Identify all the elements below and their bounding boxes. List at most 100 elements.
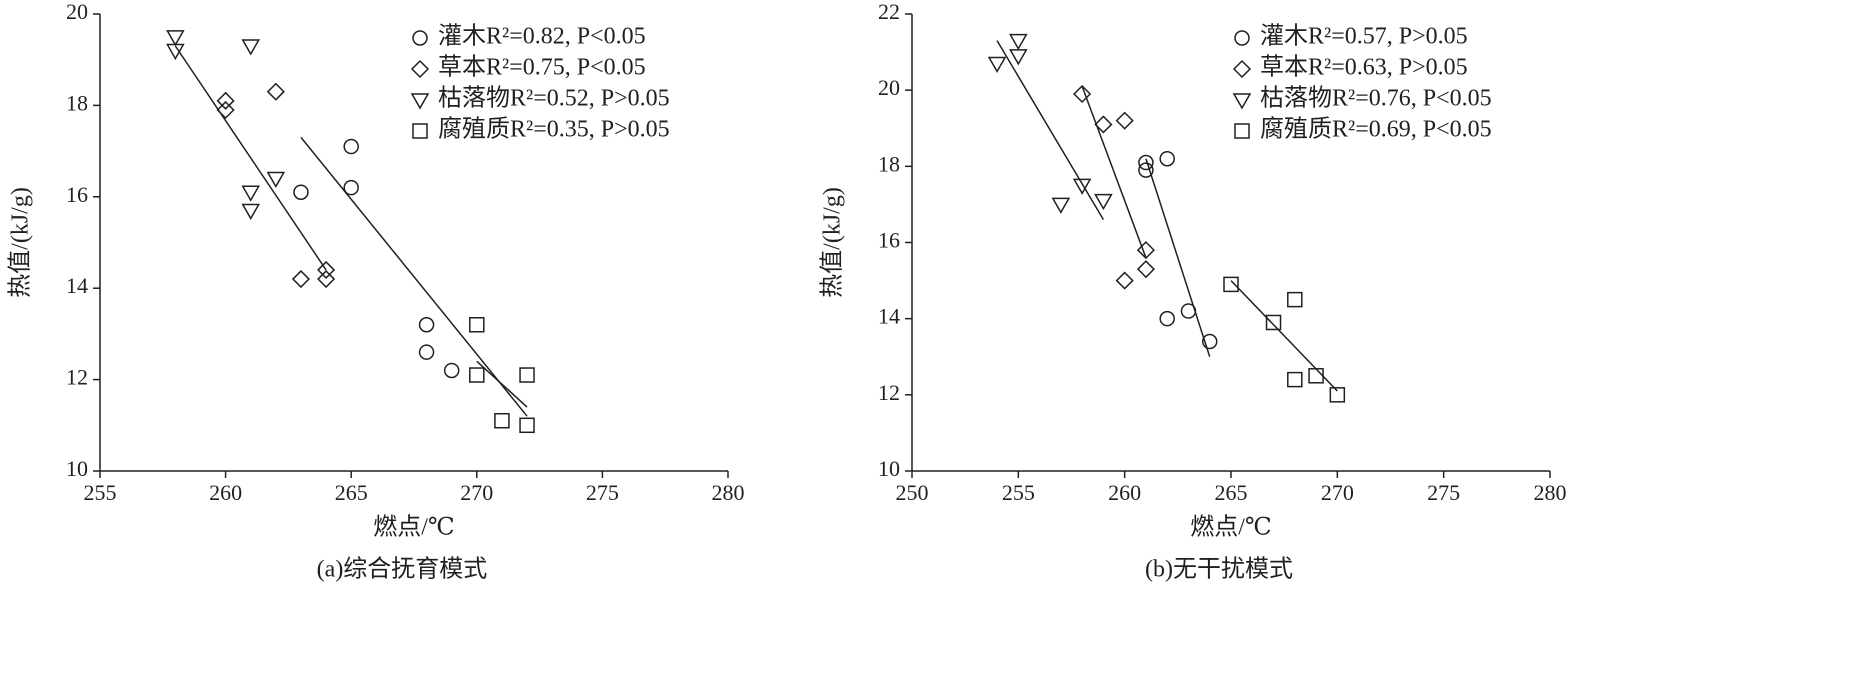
legend-label: 灌木R²=0.57, P>0.05 xyxy=(1260,23,1468,50)
x-tick-label: 255 xyxy=(1002,480,1035,505)
legend-marker xyxy=(1234,30,1250,46)
marker xyxy=(266,171,286,189)
caption: (a)综合抚育模式 xyxy=(317,556,488,583)
marker xyxy=(241,203,261,221)
x-tick-label: 255 xyxy=(84,480,117,505)
legend-label: 腐殖质R²=0.69, P<0.05 xyxy=(1260,116,1492,143)
marker xyxy=(241,39,261,56)
marker xyxy=(241,185,261,202)
marker xyxy=(1115,271,1134,290)
legend-marker xyxy=(1232,93,1252,110)
marker xyxy=(1009,33,1028,51)
marker xyxy=(1308,368,1324,384)
y-axis-label: 热值/(kJ/g) xyxy=(819,187,846,298)
y-tick-label: 16 xyxy=(66,182,88,207)
marker xyxy=(293,184,309,200)
legend-label: 枯落物R²=0.52, P>0.05 xyxy=(438,85,670,112)
marker xyxy=(266,82,285,101)
legend-label: 灌木R²=0.82, P<0.05 xyxy=(438,23,646,50)
marker xyxy=(1072,178,1092,195)
legend-marker xyxy=(410,59,430,79)
x-tick-label: 260 xyxy=(209,480,242,505)
y-tick-label: 18 xyxy=(878,151,900,176)
marker xyxy=(519,367,535,383)
legend-marker xyxy=(410,93,430,110)
marker xyxy=(1223,276,1239,293)
y-axis-label: 热值/(kJ/g) xyxy=(7,187,34,298)
marker xyxy=(418,317,435,333)
marker xyxy=(418,344,435,360)
trend-line xyxy=(476,360,528,408)
trend-line xyxy=(996,40,1105,221)
marker xyxy=(1159,150,1175,167)
marker xyxy=(166,43,185,61)
marker xyxy=(343,138,359,155)
marker xyxy=(1180,303,1197,319)
marker xyxy=(317,269,336,289)
x-tick-label: 280 xyxy=(712,480,745,505)
marker xyxy=(166,30,185,47)
marker xyxy=(519,417,535,434)
legend-marker xyxy=(1234,123,1250,139)
x-axis-label: 燃点/℃ xyxy=(373,514,455,541)
marker xyxy=(469,317,485,333)
marker xyxy=(1138,162,1154,178)
y-tick-label: 14 xyxy=(66,273,88,298)
y-tick-label: 12 xyxy=(66,365,88,390)
y-tick-label: 20 xyxy=(878,75,900,100)
marker xyxy=(1265,314,1282,331)
trend-line xyxy=(174,45,327,271)
marker xyxy=(216,91,235,110)
x-tick-label: 265 xyxy=(1215,480,1248,505)
trend-line xyxy=(1145,158,1211,357)
marker xyxy=(469,367,485,383)
marker xyxy=(1094,115,1113,134)
marker xyxy=(1287,371,1303,388)
marker xyxy=(1009,49,1028,66)
x-tick-label: 250 xyxy=(896,480,929,505)
trend-line xyxy=(300,136,528,417)
marker xyxy=(1136,241,1155,260)
y-tick-label: 16 xyxy=(878,228,900,253)
marker xyxy=(443,362,460,379)
x-tick-label: 275 xyxy=(1427,480,1460,505)
marker xyxy=(343,179,359,196)
y-tick-label: 10 xyxy=(878,456,900,481)
marker xyxy=(1136,260,1155,279)
y-tick-label: 20 xyxy=(66,0,88,24)
legend-marker xyxy=(412,123,428,139)
y-tick-label: 22 xyxy=(878,0,900,24)
marker xyxy=(1159,310,1175,327)
trend-line xyxy=(1081,86,1147,258)
x-tick-label: 270 xyxy=(1321,480,1354,505)
y-tick-label: 14 xyxy=(878,304,900,329)
y-tick-label: 12 xyxy=(878,380,900,405)
marker xyxy=(1073,84,1092,104)
marker xyxy=(1201,333,1218,350)
x-tick-label: 265 xyxy=(335,480,368,505)
marker xyxy=(1329,387,1346,403)
caption: (b)无干扰模式 xyxy=(1145,556,1293,583)
marker xyxy=(1138,154,1154,171)
legend-marker xyxy=(412,30,428,46)
x-tick-label: 280 xyxy=(1534,480,1567,505)
legend-label: 枯落物R²=0.76, P<0.05 xyxy=(1260,85,1492,112)
legend-marker xyxy=(1232,59,1252,79)
trend-line xyxy=(1230,280,1338,392)
marker xyxy=(987,56,1007,74)
y-tick-label: 18 xyxy=(66,90,88,115)
marker xyxy=(216,100,235,120)
marker xyxy=(291,269,311,289)
x-axis-label: 燃点/℃ xyxy=(1190,514,1272,541)
marker xyxy=(1094,193,1113,211)
marker xyxy=(317,260,336,279)
x-tick-label: 275 xyxy=(586,480,619,505)
marker xyxy=(1051,197,1071,214)
marker xyxy=(1287,291,1303,308)
legend-label: 草本R²=0.75, P<0.05 xyxy=(438,54,646,81)
marker xyxy=(1115,111,1134,130)
marker xyxy=(494,412,510,429)
legend-label: 草本R²=0.63, P>0.05 xyxy=(1260,54,1468,81)
legend-label: 腐殖质R²=0.35, P>0.05 xyxy=(438,116,670,143)
